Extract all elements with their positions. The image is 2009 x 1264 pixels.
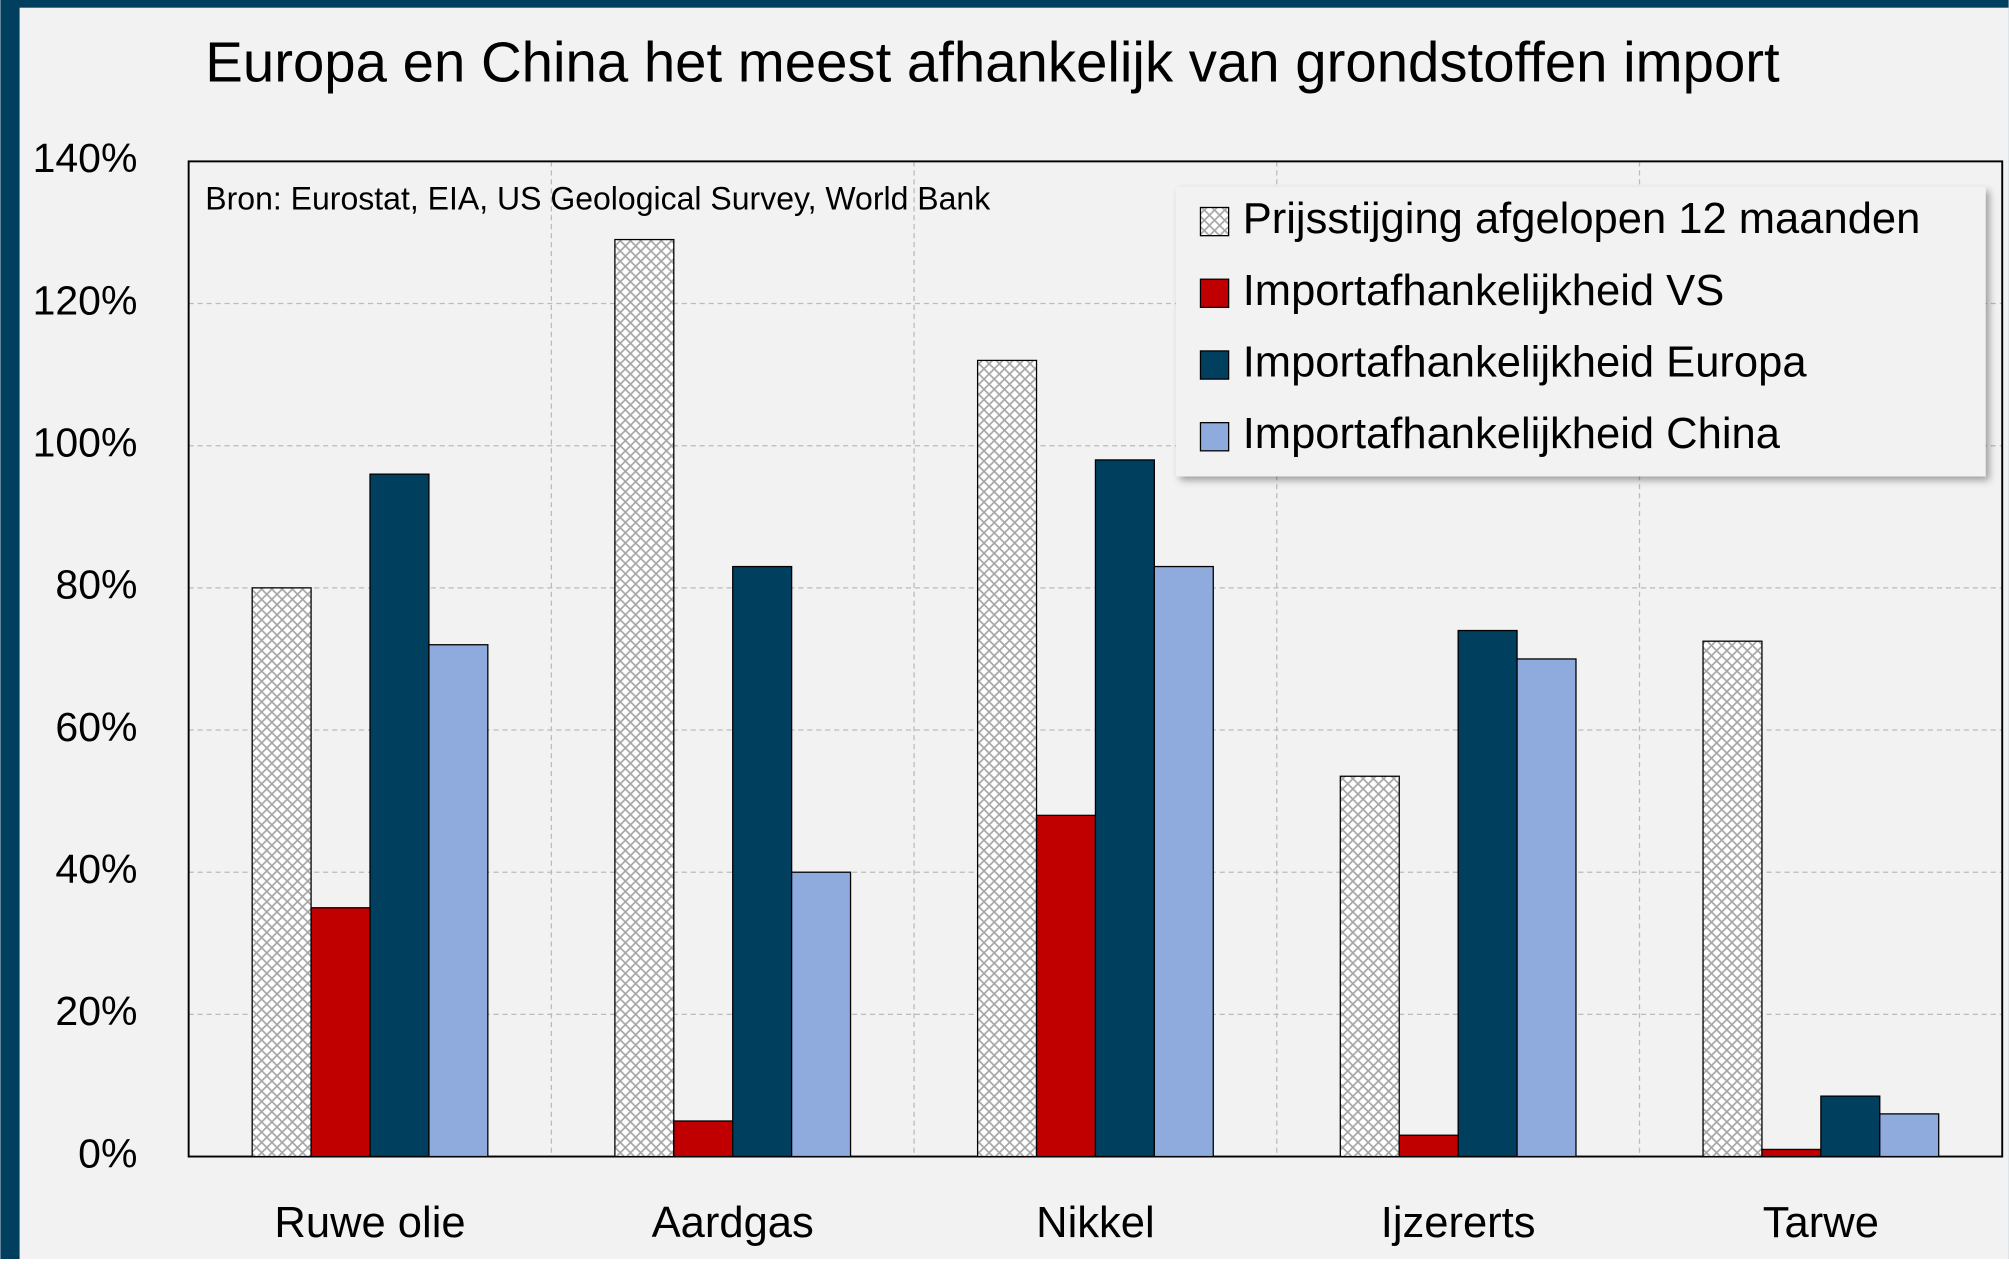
y-tick-label: 140% — [33, 135, 138, 181]
bar — [1094, 459, 1155, 1158]
bar — [428, 644, 489, 1158]
legend-swatch — [1199, 206, 1230, 237]
legend-swatch — [1199, 278, 1230, 309]
bar — [1339, 775, 1400, 1158]
x-tick-label: Nikkel — [1036, 1199, 1155, 1247]
bar — [976, 359, 1038, 1158]
y-tick-label: 0% — [78, 1130, 137, 1176]
y-tick-label: 20% — [55, 988, 137, 1034]
y-tick-label: 40% — [55, 846, 137, 892]
y-tick-label: 100% — [33, 420, 138, 466]
legend-label: Prijsstijging afgelopen 12 maanden — [1243, 195, 1921, 243]
legend-box — [1176, 186, 1986, 477]
bar — [310, 907, 371, 1158]
legend-label: Importafhankelijkheid China — [1243, 410, 1781, 458]
legend-label: Importafhankelijkheid Europa — [1243, 339, 1808, 387]
y-tick-label: 120% — [33, 277, 138, 323]
legend-label: Importafhankelijkheid VS — [1243, 267, 1725, 315]
x-tick-label: Ruwe olie — [274, 1199, 465, 1247]
x-tick-label: Ijzererts — [1381, 1199, 1536, 1247]
legend: Prijsstijging afgelopen 12 maanden Import… — [1176, 186, 1986, 477]
bar — [1516, 658, 1577, 1158]
x-tick-label: Tarwe — [1763, 1199, 1879, 1247]
legend-swatch — [1199, 350, 1230, 380]
bar — [1761, 1148, 1822, 1158]
bar — [790, 871, 852, 1158]
bar — [1457, 629, 1518, 1158]
bar — [251, 587, 312, 1158]
legend-swatch — [1199, 422, 1230, 452]
bar — [1820, 1095, 1881, 1158]
chart-title: Europa en China het meest afhankelijk va… — [205, 30, 1780, 93]
bar — [1702, 640, 1763, 1158]
bar — [1153, 565, 1214, 1158]
bar — [732, 565, 793, 1158]
bar — [1035, 814, 1097, 1158]
bar — [614, 238, 675, 1158]
x-tick-label: Aardgas — [652, 1199, 814, 1247]
annotation: Bron: Eurostat, EIA, US Geological Surve… — [205, 181, 991, 217]
y-tick-label: 80% — [55, 562, 137, 608]
bar — [1398, 1134, 1459, 1158]
y-tick-label: 60% — [55, 704, 137, 750]
bar — [369, 473, 430, 1158]
bar — [1879, 1113, 1940, 1158]
bar — [673, 1120, 734, 1158]
